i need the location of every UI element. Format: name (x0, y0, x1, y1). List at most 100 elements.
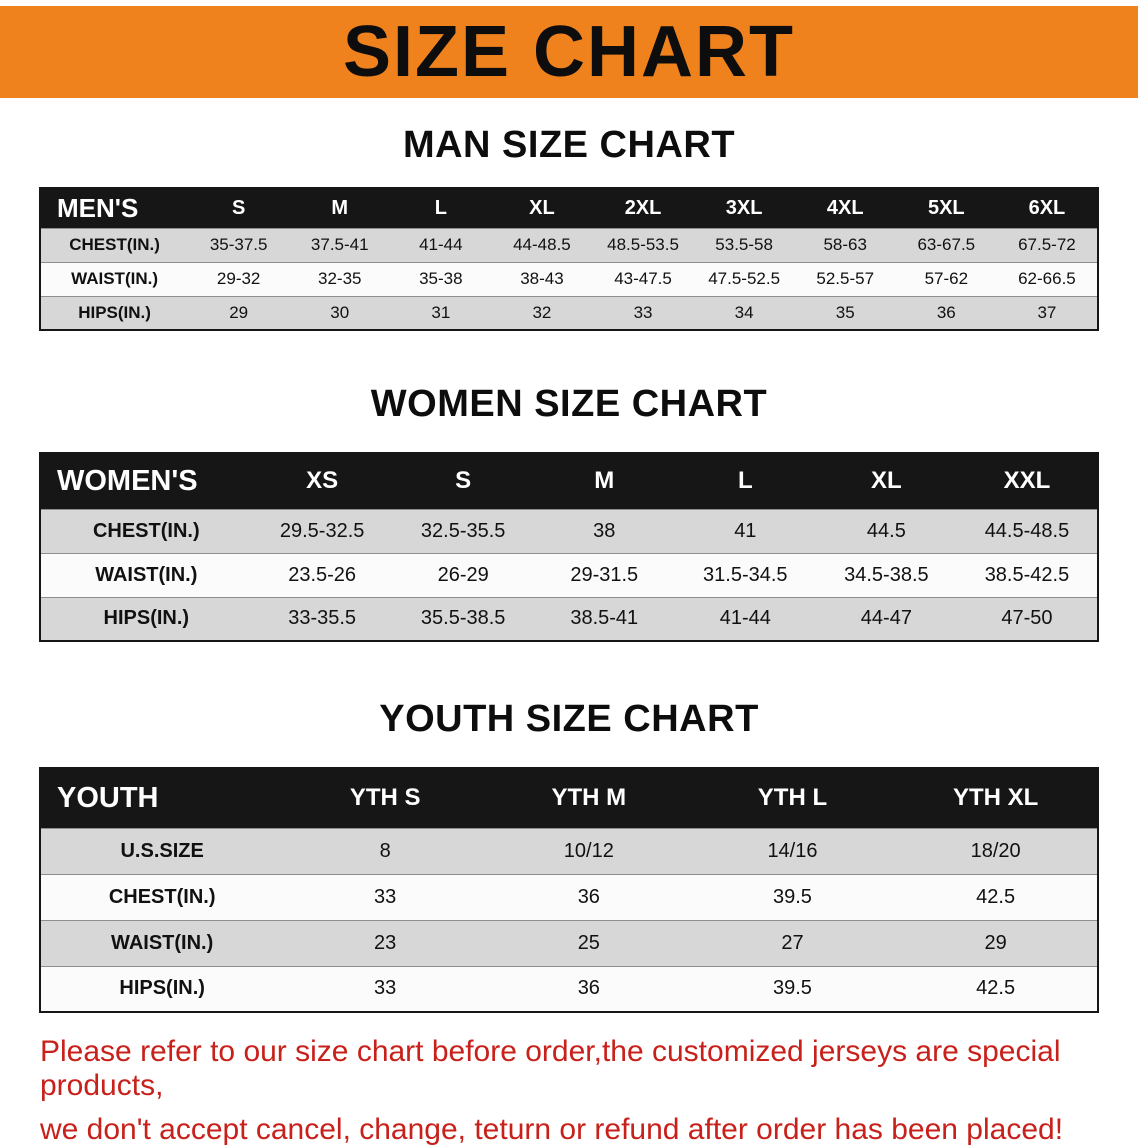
size-column-header: L (390, 188, 492, 228)
measurement-row: HIPS(IN.) 29 30 31 32 33 34 35 36 37 (40, 296, 1098, 330)
size-value-cell: 39.5 (773, 977, 812, 1000)
size-column-header: M (533, 453, 675, 509)
size-value-cell: 35 (835, 302, 855, 322)
size-column-header: XS (251, 453, 393, 509)
row-label: WAIST(IN.) (71, 269, 158, 288)
size-column-header: S (392, 453, 534, 509)
size-value-cell: 29 (229, 302, 249, 322)
size-value-cell: 18/20 (970, 839, 1021, 862)
size-value-cell: 52.5-57 (816, 269, 875, 288)
measurement-row: WAIST(IN.) 23.5-26 26-29 29-31.5 31.5-34.5 34… (40, 553, 1098, 597)
womens-header-row: WOMEN'S XS S M L XL XXL (40, 453, 1098, 509)
size-value-cell: 29-32 (216, 269, 261, 288)
row-label: WAIST(IN.) (95, 563, 198, 586)
row-label: HIPS(IN.) (119, 977, 205, 1000)
size-value-cell: 33 (374, 885, 397, 908)
size-value-cell: 26-29 (437, 563, 489, 586)
size-value-cell: 62-66.5 (1018, 269, 1076, 288)
size-column-header: 5XL (895, 188, 997, 228)
size-value-cell: 25 (577, 931, 600, 954)
size-value-cell: 37.5-41 (310, 235, 369, 254)
youth-header-row: YOUTH YTH S YTH M YTH L YTH XL (40, 768, 1098, 828)
size-value-cell: 33 (633, 302, 653, 322)
size-column-header: YTH S (283, 768, 487, 828)
youth-section: YOUTH SIZE CHART YOUTH YTH S YTH M YTH L YTH… (0, 698, 1138, 1013)
size-value-cell: 36 (577, 885, 600, 908)
measurement-row: WAIST(IN.) 29-32 32-35 35-38 38-43 43-47.5 47.… (40, 262, 1098, 296)
size-value-cell: 36 (577, 977, 600, 1000)
size-value-cell: 42.5 (976, 885, 1016, 908)
youth-corner-label: YOUTH (40, 768, 284, 828)
banner: SIZE CHART (0, 6, 1138, 98)
size-column-header: 2XL (592, 188, 694, 228)
size-value-cell: 44-47 (860, 607, 912, 630)
size-value-cell: 35-37.5 (209, 235, 268, 254)
size-value-cell: 48.5-53.5 (607, 235, 679, 254)
page-title: SIZE CHART (343, 12, 795, 92)
row-label: CHEST(IN.) (108, 885, 216, 908)
size-value-cell: 38.5-42.5 (984, 563, 1070, 586)
row-label: WAIST(IN.) (111, 931, 214, 954)
youth-section-heading: YOUTH SIZE CHART (379, 698, 759, 740)
size-value-cell: 31 (431, 302, 451, 322)
size-column-header: 4XL (794, 188, 896, 228)
womens-section-heading: WOMEN SIZE CHART (370, 383, 768, 425)
size-value-cell: 23.5-26 (288, 563, 357, 586)
row-label: HIPS(IN.) (78, 302, 151, 322)
size-column-header: M (289, 188, 391, 228)
size-chart-page: SIZE CHART MAN SIZE CHART MEN'S S M L XL 2XL 3… (0, 6, 1138, 1147)
size-value-cell: 14/16 (767, 839, 818, 862)
disclaimer-line-2: we don't accept cancel, change, teturn o… (40, 1113, 1064, 1146)
disclaimer-line-1: Please refer to our size chart before or… (40, 1035, 1061, 1102)
size-value-cell: 32-35 (318, 269, 362, 288)
size-value-cell: 27 (781, 931, 804, 954)
size-value-cell: 29.5-32.5 (279, 519, 365, 542)
mens-section: MAN SIZE CHART MEN'S S M L XL 2XL 3XL 4XL 5XL 6XL… (0, 124, 1138, 331)
size-value-cell: 32.5-35.5 (420, 519, 506, 542)
size-column-header: S (188, 188, 290, 228)
size-value-cell: 31.5-34.5 (703, 563, 788, 586)
size-value-cell: 37 (1037, 302, 1057, 322)
size-value-cell: 41-44 (419, 235, 463, 254)
size-value-cell: 47.5-52.5 (708, 269, 781, 288)
size-value-cell: 53.5-58 (715, 235, 773, 254)
size-column-header: 6XL (996, 188, 1098, 228)
size-value-cell: 23 (374, 931, 397, 954)
disclaimer: Please refer to our size chart before or… (40, 1035, 1108, 1147)
size-column-header: XL (491, 188, 593, 228)
size-value-cell: 44-48.5 (513, 235, 571, 254)
size-value-cell: 29-31.5 (570, 563, 639, 586)
size-column-header: YTH XL (894, 768, 1098, 828)
measurement-row: CHEST(IN.) 33 36 39.5 42.5 (40, 874, 1098, 920)
size-value-cell: 10/12 (563, 839, 614, 862)
row-label: CHEST(IN.) (92, 519, 200, 542)
size-value-cell: 29 (984, 931, 1007, 954)
size-value-cell: 30 (330, 302, 350, 322)
measurement-row: HIPS(IN.) 33-35.5 35.5-38.5 38.5-41 41-44 44-… (40, 597, 1098, 641)
size-value-cell: 38.5-41 (570, 607, 639, 630)
measurement-row: CHEST(IN.) 35-37.5 37.5-41 41-44 44-48.5 48.5… (40, 228, 1098, 262)
measurement-row: CHEST(IN.) 29.5-32.5 32.5-35.5 38 41 44.5 44.5… (40, 509, 1098, 553)
size-value-cell: 8 (379, 839, 391, 862)
size-value-cell: 41-44 (719, 607, 771, 630)
size-value-cell: 34 (734, 302, 754, 322)
size-column-header: L (674, 453, 816, 509)
size-value-cell: 36 (936, 302, 956, 322)
size-column-header: 3XL (693, 188, 795, 228)
size-value-cell: 43-47.5 (614, 269, 672, 288)
size-value-cell: 32 (532, 302, 552, 322)
size-value-cell: 35.5-38.5 (420, 607, 506, 630)
mens-size-table: MEN'S S M L XL 2XL 3XL 4XL 5XL 6XL CHEST(IN.) 35-37… (39, 187, 1099, 331)
mens-header-row: MEN'S S M L XL 2XL 3XL 4XL 5XL 6XL (40, 188, 1098, 228)
measurement-row: HIPS(IN.) 33 36 39.5 42.5 (40, 966, 1098, 1012)
size-column-header: YTH M (486, 768, 691, 828)
row-label: HIPS(IN.) (103, 607, 190, 630)
mens-section-heading: MAN SIZE CHART (402, 124, 736, 166)
size-value-cell: 38-43 (520, 269, 564, 288)
womens-size-table: WOMEN'S XS S M L XL XXL CHEST(IN.) 29.5-32.5 32.5… (39, 452, 1099, 642)
row-label: CHEST(IN.) (69, 235, 160, 254)
row-label: U.S.SIZE (120, 839, 204, 862)
size-value-cell: 34.5-38.5 (844, 563, 929, 586)
size-value-cell: 44.5 (866, 519, 906, 542)
size-value-cell: 33 (374, 977, 397, 1000)
